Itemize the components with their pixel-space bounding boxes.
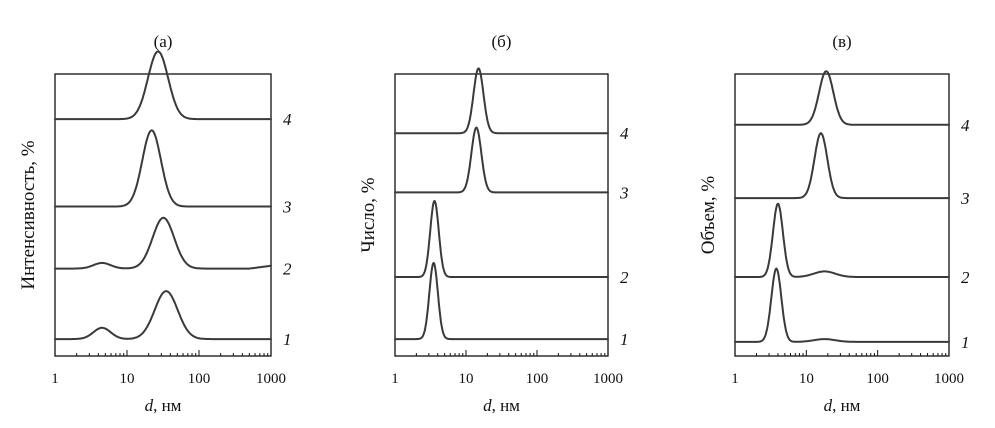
series-3-label: 3 <box>282 198 292 217</box>
plot-frame <box>54 73 272 357</box>
series-3-label: 3 <box>619 183 629 202</box>
series-4-curve <box>54 50 272 121</box>
series-2-curve <box>394 200 609 278</box>
series-2-label: 2 <box>961 268 970 287</box>
series-3-curve <box>394 126 609 194</box>
plot-frame <box>394 73 609 357</box>
x-tick-label: 1 <box>391 371 399 387</box>
x-tick-label: 1000 <box>593 371 623 387</box>
plot-frame <box>734 73 950 357</box>
series-1-curve <box>394 261 609 341</box>
series-1-label: 1 <box>961 333 970 352</box>
panel-title: (а) <box>154 32 173 51</box>
panel-title: (б) <box>492 32 512 51</box>
series-4-curve <box>394 67 609 135</box>
series-4-curve <box>734 70 950 126</box>
x-axis-label: d, нм <box>824 396 861 415</box>
y-axis-label: Объем, % <box>698 176 719 255</box>
x-tick-label: 100 <box>866 371 889 387</box>
x-tick-label: 10 <box>459 371 474 387</box>
x-tick-label: 1 <box>731 371 739 387</box>
y-axis-label: Интенсивность, % <box>18 140 39 289</box>
x-tick-label: 100 <box>188 371 211 387</box>
x-tick-label: 1000 <box>934 371 964 387</box>
x-tick-label: 10 <box>120 371 135 387</box>
series-2-curve <box>54 216 272 270</box>
series-2-label: 2 <box>620 268 629 287</box>
series-3-curve <box>54 129 272 208</box>
series-2-label: 2 <box>283 260 292 279</box>
series-1-label: 1 <box>620 330 629 349</box>
panel-3: (в) 1 10 100 1000 d, нм Объем, % 1 2 3 4 <box>698 32 970 415</box>
series-3-curve <box>734 132 950 200</box>
series-1-label: 1 <box>283 330 292 349</box>
series-2-curve <box>734 202 950 278</box>
y-axis-label: Число, % <box>358 177 379 252</box>
panel-title: (в) <box>832 32 851 51</box>
x-tick-label: 100 <box>526 371 549 387</box>
series-4-label: 4 <box>620 124 629 143</box>
series-1-curve <box>54 290 272 341</box>
x-tick-label: 1 <box>51 371 59 387</box>
x-tick-label: 10 <box>799 371 814 387</box>
series-1-curve <box>734 267 950 343</box>
panel-2: (б) 1 10 100 1000 d, нм Число, % 1 2 3 4 <box>358 32 629 415</box>
series-4-label: 4 <box>961 116 970 135</box>
x-axis-label: d, нм <box>145 396 182 415</box>
x-axis-label: d, нм <box>483 396 520 415</box>
panel-1: (а) 1 10 100 1000 d, нм Интенсивность, % 1 2 3 4 <box>18 32 292 415</box>
series-4-label: 4 <box>283 110 292 129</box>
series-3-label: 3 <box>960 189 970 208</box>
x-tick-label: 1000 <box>256 371 286 387</box>
